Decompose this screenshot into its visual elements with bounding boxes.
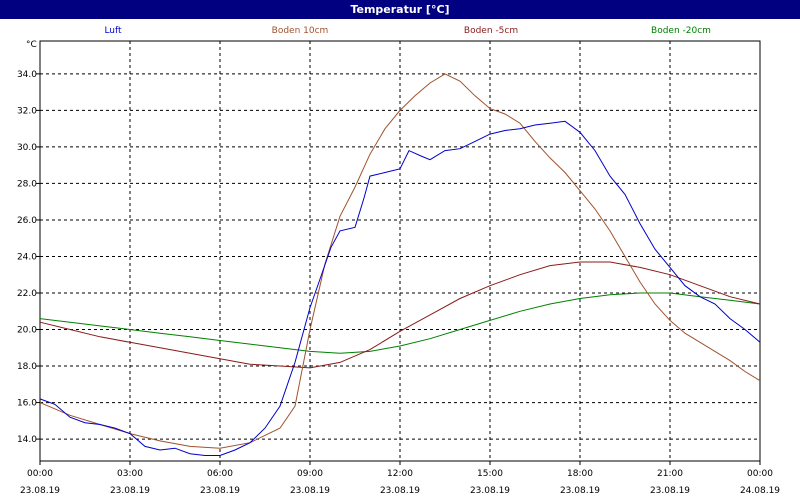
y-tick-label: 16.0 — [17, 399, 37, 409]
x-tick-date: 23.08.19 — [380, 486, 420, 496]
series-line-boden-20cm — [39, 292, 761, 354]
x-tick-time: 15:00 — [477, 469, 503, 479]
x-tick-time: 00:00 — [27, 469, 53, 479]
y-tick-label: 30.0 — [17, 143, 37, 153]
y-tick-label: 28.0 — [17, 179, 37, 189]
x-tick-time: 03:00 — [117, 469, 143, 479]
y-tick-label: 20.0 — [17, 326, 37, 336]
legend: Luft Boden 10cm Boden -5cm Boden -20cm — [104, 26, 711, 36]
y-tick-label: 14.0 — [17, 435, 37, 445]
series-group — [39, 73, 761, 456]
y-tick-label: 24.0 — [17, 252, 37, 262]
y-axis-ticks: 14.0 16.0 18.0 20.0 22.0 24.0 26.0 28.0 30.0 32.0… — [17, 70, 40, 445]
x-tick-time: 21:00 — [657, 469, 683, 479]
legend-entry: Boden 10cm — [272, 26, 329, 36]
x-tick-time: 12:00 — [387, 469, 413, 479]
x-tick-time: 18:00 — [567, 469, 593, 479]
legend-entry: Boden -20cm — [651, 26, 711, 36]
series-line-boden-10cm — [39, 73, 761, 449]
y-tick-label: 18.0 — [17, 362, 37, 372]
y-axis-unit: °C — [26, 40, 37, 50]
x-tick-date: 23.08.19 — [560, 486, 600, 496]
series-line-luft — [39, 120, 761, 456]
series-line-boden-5cm — [39, 261, 761, 369]
x-tick-date: 23.08.19 — [470, 486, 510, 496]
legend-entry: Luft — [104, 26, 122, 36]
y-tick-label: 22.0 — [17, 289, 37, 299]
x-tick-date: 24.08.19 — [740, 486, 780, 496]
x-tick-date: 23.08.19 — [200, 486, 240, 496]
x-tick-date: 23.08.19 — [290, 486, 330, 496]
y-tick-label: 34.0 — [17, 70, 37, 80]
y-tick-label: 32.0 — [17, 106, 37, 116]
y-tick-label: 26.0 — [17, 216, 37, 226]
x-tick-date: 23.08.19 — [20, 486, 60, 496]
x-tick-date: 23.08.19 — [110, 486, 150, 496]
x-tick-date: 23.08.19 — [650, 486, 690, 496]
x-tick-time: 09:00 — [297, 469, 323, 479]
legend-entry: Boden -5cm — [464, 26, 518, 36]
x-tick-time: 00:00 — [747, 469, 773, 479]
chart-title: Temperatur [°C] — [0, 0, 800, 19]
x-axis-ticks: 00:00 23.08.19 03:00 23.08.19 06:00 23.08.19 0… — [20, 461, 780, 496]
x-tick-time: 06:00 — [207, 469, 233, 479]
